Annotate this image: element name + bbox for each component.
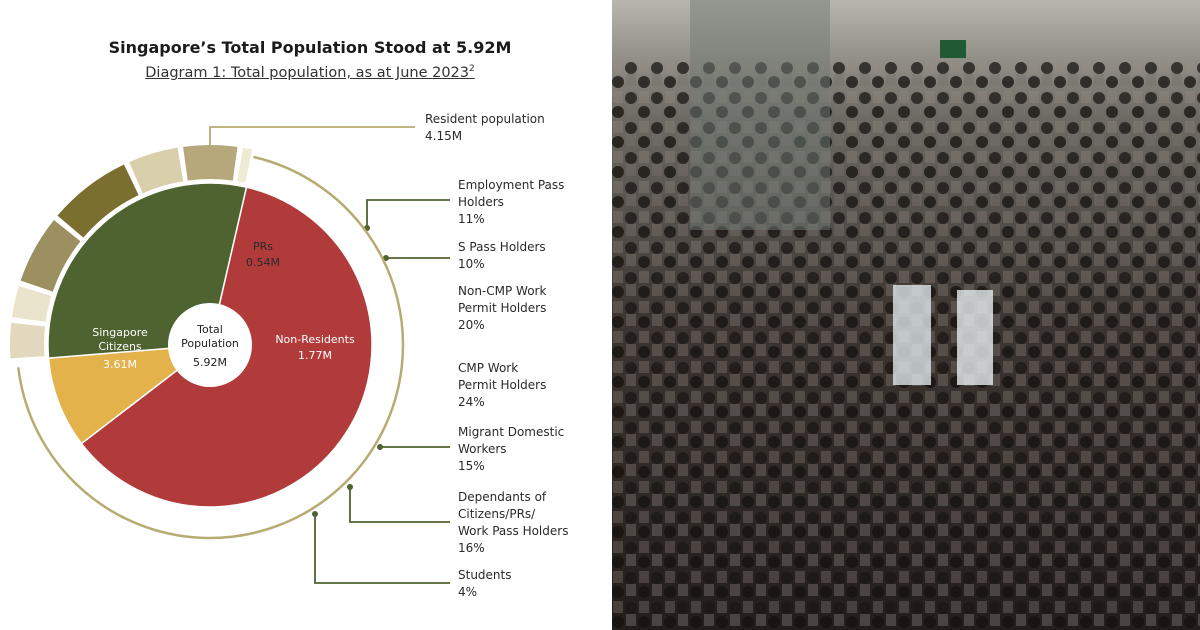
breakdown-segment bbox=[183, 144, 238, 181]
breakdown-segment bbox=[10, 322, 46, 359]
breakdown-segment bbox=[57, 164, 139, 238]
breakdown-label: S Pass Holders bbox=[458, 240, 546, 254]
breakdown-value: 15% bbox=[458, 459, 485, 473]
slice-label: Singapore Citizens bbox=[92, 326, 148, 353]
center-label: Total Population bbox=[181, 323, 239, 350]
breakdown-segment bbox=[237, 147, 253, 183]
resident-label: Resident population bbox=[425, 112, 545, 126]
slice-label: PRs bbox=[252, 240, 274, 253]
chart-title: Singapore’s Total Population Stood at 5.… bbox=[108, 38, 512, 57]
breakdown-label: Students bbox=[458, 568, 512, 582]
resident-value: 4.15M bbox=[425, 129, 463, 143]
breakdown-value: 16% bbox=[458, 541, 485, 555]
resident-arc bbox=[17, 155, 405, 540]
slice-label: Non-Residents bbox=[275, 333, 355, 346]
breakdown-segment bbox=[20, 219, 81, 292]
slice-value: 3.61M bbox=[103, 358, 137, 371]
slice-value: 0.54M bbox=[246, 256, 280, 269]
breakdown-value: 24% bbox=[458, 395, 485, 409]
breakdown-label: Employment Pass Holders bbox=[458, 178, 565, 209]
subtitle-text: Diagram 1: Total population, as at June … bbox=[145, 64, 470, 81]
photo bbox=[612, 0, 1200, 630]
pie-slice bbox=[47, 344, 213, 445]
breakdown-value: 4% bbox=[458, 585, 478, 599]
breakdown-label: Non-CMP Work Permit Holders bbox=[458, 284, 547, 315]
center-value: 5.92M bbox=[193, 356, 227, 369]
breakdown-value: 10% bbox=[458, 257, 485, 271]
breakdown-label: CMP Work Permit Holders bbox=[458, 361, 547, 392]
breakdown-label: Dependants of Citizens/PRs/ Work Pass Ho… bbox=[458, 490, 569, 538]
breakdown-segment bbox=[11, 285, 52, 322]
chart-subtitle: Diagram 1: Total population, as at June … bbox=[0, 64, 620, 81]
breakdown-value: 11% bbox=[458, 212, 485, 226]
breakdown-label: Migrant Domestic Workers bbox=[458, 425, 565, 456]
leaders bbox=[209, 126, 450, 584]
center-disc bbox=[168, 303, 252, 387]
breakdown-segment bbox=[129, 147, 184, 194]
footnote-mark: 2 bbox=[469, 64, 475, 74]
breakdown-value: 20% bbox=[458, 318, 485, 332]
slice-value: 1.77M bbox=[298, 349, 332, 362]
